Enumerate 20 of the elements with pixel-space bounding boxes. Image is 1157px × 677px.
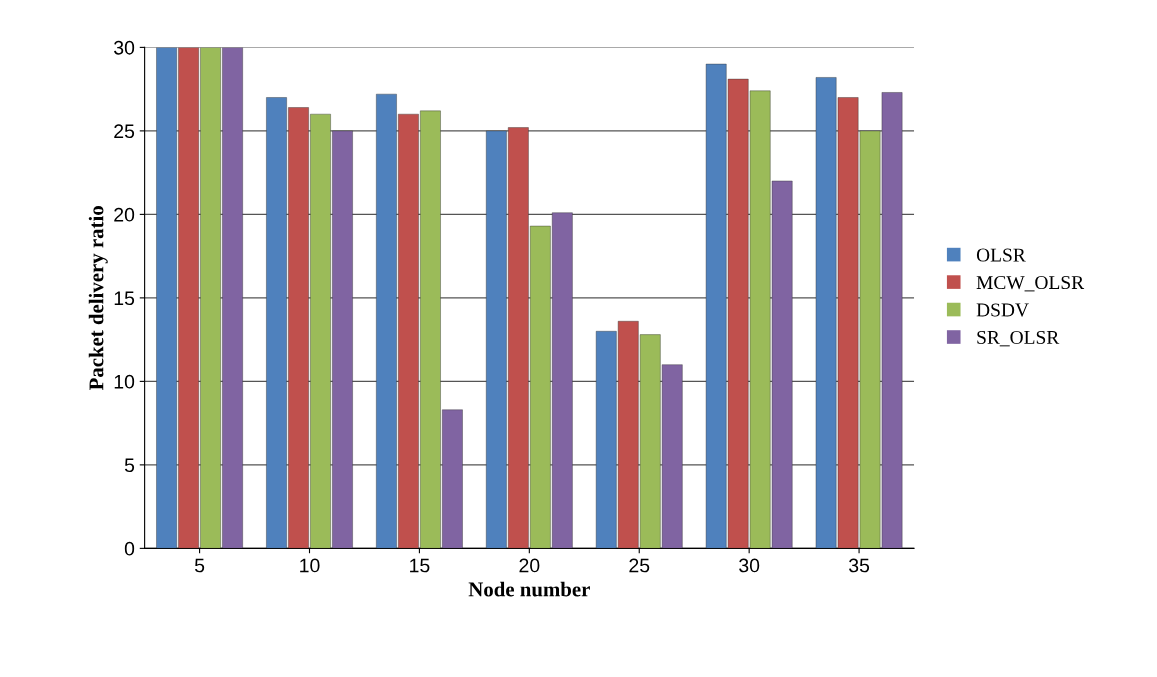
legend-label: SR_OLSR bbox=[977, 330, 1060, 347]
x-tick-label: 30 bbox=[739, 558, 760, 573]
y-tick-label: 20 bbox=[114, 207, 135, 222]
legend-label: OLSR bbox=[976, 248, 1026, 262]
legend-label: DSDV bbox=[976, 303, 1029, 317]
x-tick-label: 10 bbox=[300, 558, 320, 573]
x-tick-label: 5 bbox=[194, 558, 205, 573]
y-tick-label: 30 bbox=[114, 40, 135, 55]
y-tick-label: 25 bbox=[114, 124, 135, 139]
y-tick-label: 0 bbox=[124, 541, 135, 556]
x-tick-label: 20 bbox=[519, 558, 540, 573]
x-tick-label: 35 bbox=[849, 558, 870, 573]
x-axis-title: Node number bbox=[468, 581, 590, 597]
y-tick-label: 15 bbox=[114, 291, 135, 306]
x-tick-label: 15 bbox=[410, 558, 430, 573]
y-tick-label: 5 bbox=[124, 458, 135, 473]
x-tick-label: 25 bbox=[629, 558, 650, 573]
y-tick-label: 10 bbox=[114, 374, 135, 389]
y-axis-title: Packet delivery ratio bbox=[88, 206, 108, 391]
legend-label: MCW_OLSR bbox=[976, 276, 1085, 292]
